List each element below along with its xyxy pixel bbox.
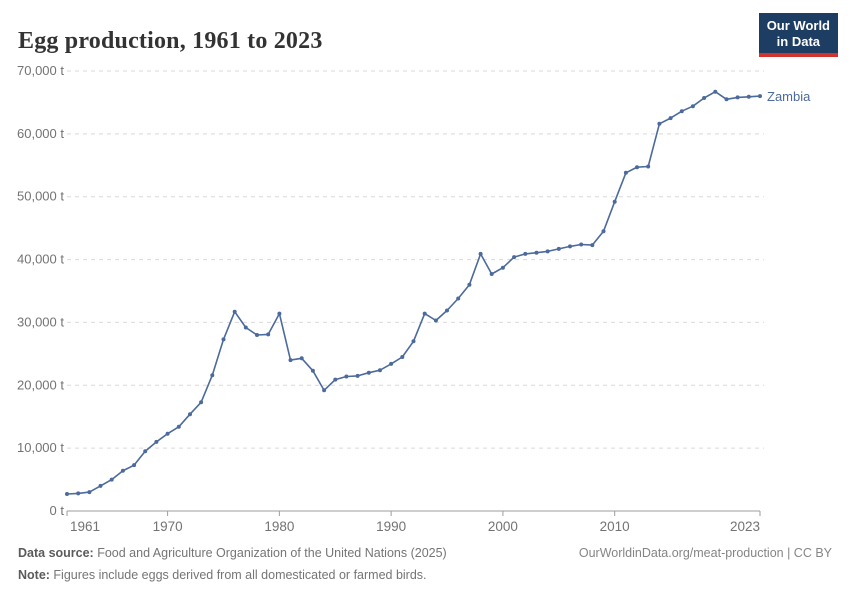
data-point [668, 116, 673, 121]
data-point [344, 374, 349, 379]
data-point [243, 325, 248, 330]
data-point [590, 243, 595, 248]
footer-source-line: Data source: Food and Agriculture Organi… [18, 543, 832, 565]
data-point [556, 246, 561, 251]
data-point [176, 424, 181, 429]
data-point [188, 412, 192, 417]
data-point [601, 229, 606, 234]
x-tick-label: 1990 [376, 519, 406, 534]
data-point [378, 368, 382, 373]
data-point [478, 251, 483, 256]
owid-logo-line1: Our World [766, 18, 830, 33]
owid-logo[interactable]: Our World in Data [758, 13, 838, 57]
data-point [199, 400, 204, 405]
data-point [165, 431, 170, 436]
data-point [98, 483, 103, 488]
data-point [355, 373, 360, 378]
data-point [746, 94, 751, 99]
y-tick-label: 70,000 t [17, 63, 64, 78]
zambia-line [66, 90, 761, 495]
data-point [612, 199, 617, 204]
data-point [221, 337, 226, 342]
data-series-zambia[interactable] [65, 89, 762, 496]
note-text: Figures include eggs derived from all do… [49, 567, 427, 582]
data-point [143, 449, 148, 454]
data-point [120, 468, 125, 473]
data-point [702, 96, 707, 100]
x-tick-label: 1961 [70, 519, 100, 534]
data-point [109, 477, 114, 482]
data-point [635, 165, 639, 170]
data-point [87, 490, 92, 495]
source-text: Food and Agriculture Organization of the… [93, 546, 447, 560]
data-point [456, 296, 461, 301]
data-point [422, 311, 427, 316]
data-point [523, 251, 528, 256]
x-tick-label: 1970 [153, 519, 183, 534]
data-point [255, 333, 259, 337]
data-point [154, 439, 159, 444]
x-tick-label: 2010 [600, 519, 630, 534]
data-point [467, 282, 472, 287]
data-point [545, 249, 550, 254]
data-point [758, 94, 762, 99]
data-point [646, 164, 651, 169]
data-point [534, 250, 539, 255]
data-point [679, 109, 684, 114]
x-tick-label: 2000 [488, 519, 518, 534]
data-point [568, 244, 572, 249]
data-point [322, 388, 327, 393]
data-point [288, 358, 293, 363]
y-tick-label: 10,000 t [17, 440, 64, 455]
data-point [132, 463, 137, 468]
data-point [310, 368, 315, 373]
data-point [266, 332, 271, 337]
y-tick-label: 30,000 t [17, 314, 64, 329]
data-point [657, 121, 662, 126]
data-point [277, 311, 282, 316]
data-point [366, 370, 371, 375]
y-tick-label: 60,000 t [17, 126, 64, 141]
data-point [713, 89, 718, 94]
gridlines: 0 t 10,000 t 20,000 t 30,000 t 40,000 t 50,00… [17, 63, 764, 518]
x-axis: 1961 1970 1980 1990 2000 2010 2023 [66, 510, 761, 534]
note-label: Note: [18, 567, 50, 582]
data-point [299, 356, 304, 361]
footer-note-line: Note: Figures include eggs derived from … [18, 565, 832, 587]
data-point [76, 491, 81, 496]
data-point [411, 339, 416, 344]
data-point [389, 361, 394, 366]
data-point [232, 309, 237, 314]
data-point [65, 492, 69, 496]
data-point [500, 265, 505, 270]
series-end-label[interactable]: Zambia [767, 89, 811, 104]
data-point [690, 104, 695, 109]
y-tick-label: 50,000 t [17, 189, 64, 204]
data-point [512, 255, 517, 260]
data-point [445, 308, 449, 313]
data-point [623, 170, 628, 175]
source-label: Data source: [18, 546, 94, 560]
data-point [210, 373, 215, 378]
x-tick-label: 2023 [730, 519, 760, 534]
data-point [735, 95, 740, 100]
y-tick-label: 20,000 t [17, 377, 64, 392]
y-tick-label: 40,000 t [17, 252, 64, 267]
data-point [724, 97, 729, 102]
data-point [333, 377, 338, 382]
data-point [579, 242, 584, 247]
y-tick-label: 0 t [50, 503, 65, 518]
owid-logo-line2: in Data [776, 33, 821, 49]
data-point [489, 272, 494, 276]
data-point [433, 318, 438, 323]
x-tick-label: 1980 [264, 519, 294, 534]
footer-link[interactable]: OurWorldinData.org/meat-production | CC … [578, 546, 832, 560]
data-point [400, 355, 405, 359]
page-title: Egg production, 1961 to 2023 [18, 28, 323, 55]
footer: Data source: Food and Agriculture Organi… [18, 543, 832, 587]
